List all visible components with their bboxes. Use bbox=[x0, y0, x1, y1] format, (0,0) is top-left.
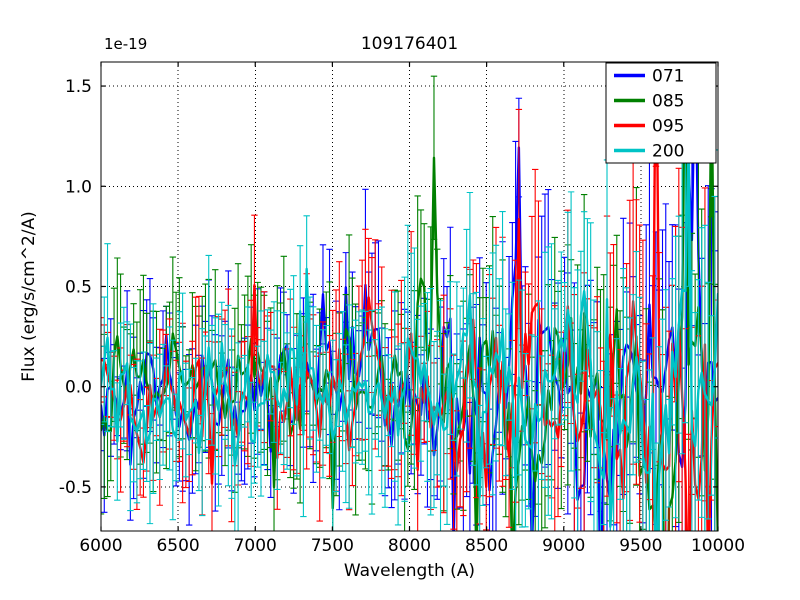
x-tick-labels: 6000 6500 7000 7500 8000 8500 9000 9500 10000 bbox=[79, 536, 745, 556]
x-tick-label: 9000 bbox=[542, 536, 585, 556]
data-series-group bbox=[101, 62, 718, 531]
x-tick-label: 6500 bbox=[156, 536, 199, 556]
x-tick-label: 8500 bbox=[465, 536, 508, 556]
legend-entry-095[interactable]: 095 bbox=[614, 117, 684, 137]
legend-label-200: 200 bbox=[652, 142, 684, 162]
series-line-200 bbox=[101, 139, 718, 531]
x-tick-label: 7000 bbox=[234, 536, 277, 556]
x-tick-label: 6000 bbox=[79, 536, 122, 556]
legend-label-085: 085 bbox=[652, 92, 684, 112]
y-axis-label: Flux (erg/s/cm^2/A) bbox=[19, 211, 39, 382]
x-axis-label: Wavelength (A) bbox=[344, 561, 475, 581]
y-tick-label: -0.5 bbox=[59, 478, 92, 498]
x-tick-label: 10000 bbox=[691, 536, 745, 556]
y-tick-label: 1.0 bbox=[65, 177, 92, 197]
y-axis-offset-label: 1e-19 bbox=[104, 35, 147, 53]
y-tick-label: 0.5 bbox=[65, 277, 92, 297]
legend-label-071: 071 bbox=[652, 67, 684, 87]
legend-label-095: 095 bbox=[652, 117, 684, 137]
x-tick-label: 8000 bbox=[388, 536, 431, 556]
x-tick-label: 7500 bbox=[311, 536, 354, 556]
y-tick-labels: -0.5 0.0 0.5 1.0 1.5 bbox=[59, 77, 92, 498]
legend-entry-085[interactable]: 085 bbox=[614, 92, 684, 112]
x-tick-label: 9500 bbox=[619, 536, 662, 556]
tick-marks bbox=[100, 62, 719, 531]
errorbars-200 bbox=[101, 62, 718, 531]
legend-entry-200[interactable]: 200 bbox=[614, 142, 684, 162]
legend[interactable]: 071 085 095 200 bbox=[605, 62, 717, 164]
chart-title: 109176401 bbox=[361, 34, 458, 54]
series-line-085 bbox=[101, 62, 718, 531]
y-tick-label: 0.0 bbox=[65, 378, 92, 398]
legend-entry-071[interactable]: 071 bbox=[614, 67, 684, 87]
y-tick-label: 1.5 bbox=[65, 77, 92, 97]
